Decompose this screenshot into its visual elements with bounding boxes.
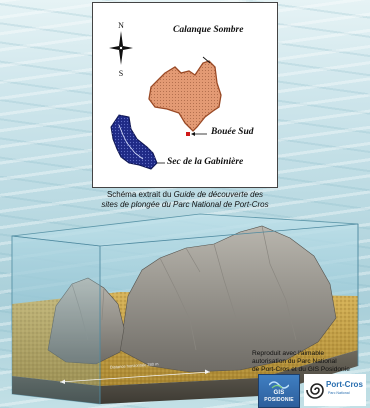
site-map: N S Calanque Sombre Bouée Sud Sec de la … bbox=[92, 2, 278, 188]
caption-text: Schéma extrait du bbox=[106, 190, 174, 199]
credits-text: Reproduit avec l'aimable autorisation du… bbox=[252, 350, 366, 374]
gis-posidonie-logo: GIS POSIDONIE bbox=[258, 374, 300, 408]
water-front-wall bbox=[11, 235, 101, 405]
rock-ridge bbox=[119, 225, 337, 373]
compass-star-icon bbox=[109, 31, 133, 65]
diagram-caption: Schéma extrait du Guide de découverte de… bbox=[62, 190, 308, 210]
compass-south-label: S bbox=[118, 69, 124, 78]
gis-logo-bottom: POSIDONIE bbox=[264, 397, 294, 403]
compass-rose: N S bbox=[109, 21, 133, 81]
seabed-block-diagram bbox=[11, 213, 359, 405]
caption-line-1: Schéma extrait du Guide de découverte de… bbox=[62, 190, 308, 200]
calanque-leader bbox=[202, 56, 211, 64]
port-cros-logo-name: Port-Cros bbox=[326, 380, 363, 389]
compass-north-label: N bbox=[118, 21, 124, 30]
calanque-sombre-label: Calanque Sombre bbox=[173, 25, 244, 35]
port-cros-logo-sub: Parc National bbox=[328, 391, 350, 395]
water-surface-edge bbox=[99, 223, 359, 247]
credit-line-2: autorisation du Parc National bbox=[252, 358, 337, 365]
rock-ridge-relief bbox=[159, 225, 297, 351]
map-drawing bbox=[110, 56, 222, 170]
credit-line-3: de Port-Cros et du GIS Posidonie bbox=[252, 366, 350, 373]
bouee-sud-label: Bouée Sud bbox=[211, 127, 254, 137]
calanque-texture bbox=[149, 61, 221, 131]
port-cros-spiral-icon bbox=[306, 383, 324, 399]
gis-logo-top: GIS bbox=[273, 390, 285, 396]
gis-wave-icon bbox=[269, 381, 289, 389]
gabiniere-ridge bbox=[118, 124, 144, 160]
scale-arrow-head-left bbox=[60, 379, 65, 384]
gabiniere-texture bbox=[111, 115, 157, 169]
water-surface-edge-left bbox=[11, 235, 101, 247]
caption-line-2: sites de plongée du Parc National de Por… bbox=[62, 200, 308, 210]
scale-arrow bbox=[59, 371, 211, 383]
caption-guide-title: Guide de découverte des bbox=[173, 190, 264, 199]
bouee-sud-marker bbox=[186, 132, 190, 136]
port-cros-logo: Port-Cros Parc National bbox=[304, 374, 366, 406]
caption-guide-title-2: sites de plongée du Parc National de Por… bbox=[101, 200, 269, 209]
scale-arrow-head-right bbox=[205, 369, 210, 374]
sec-gabiniere-label: Sec de la Gabinière bbox=[167, 157, 244, 167]
credit-line-1: Reproduit avec l'aimable bbox=[252, 350, 324, 357]
bouee-arrow-head bbox=[191, 132, 195, 136]
